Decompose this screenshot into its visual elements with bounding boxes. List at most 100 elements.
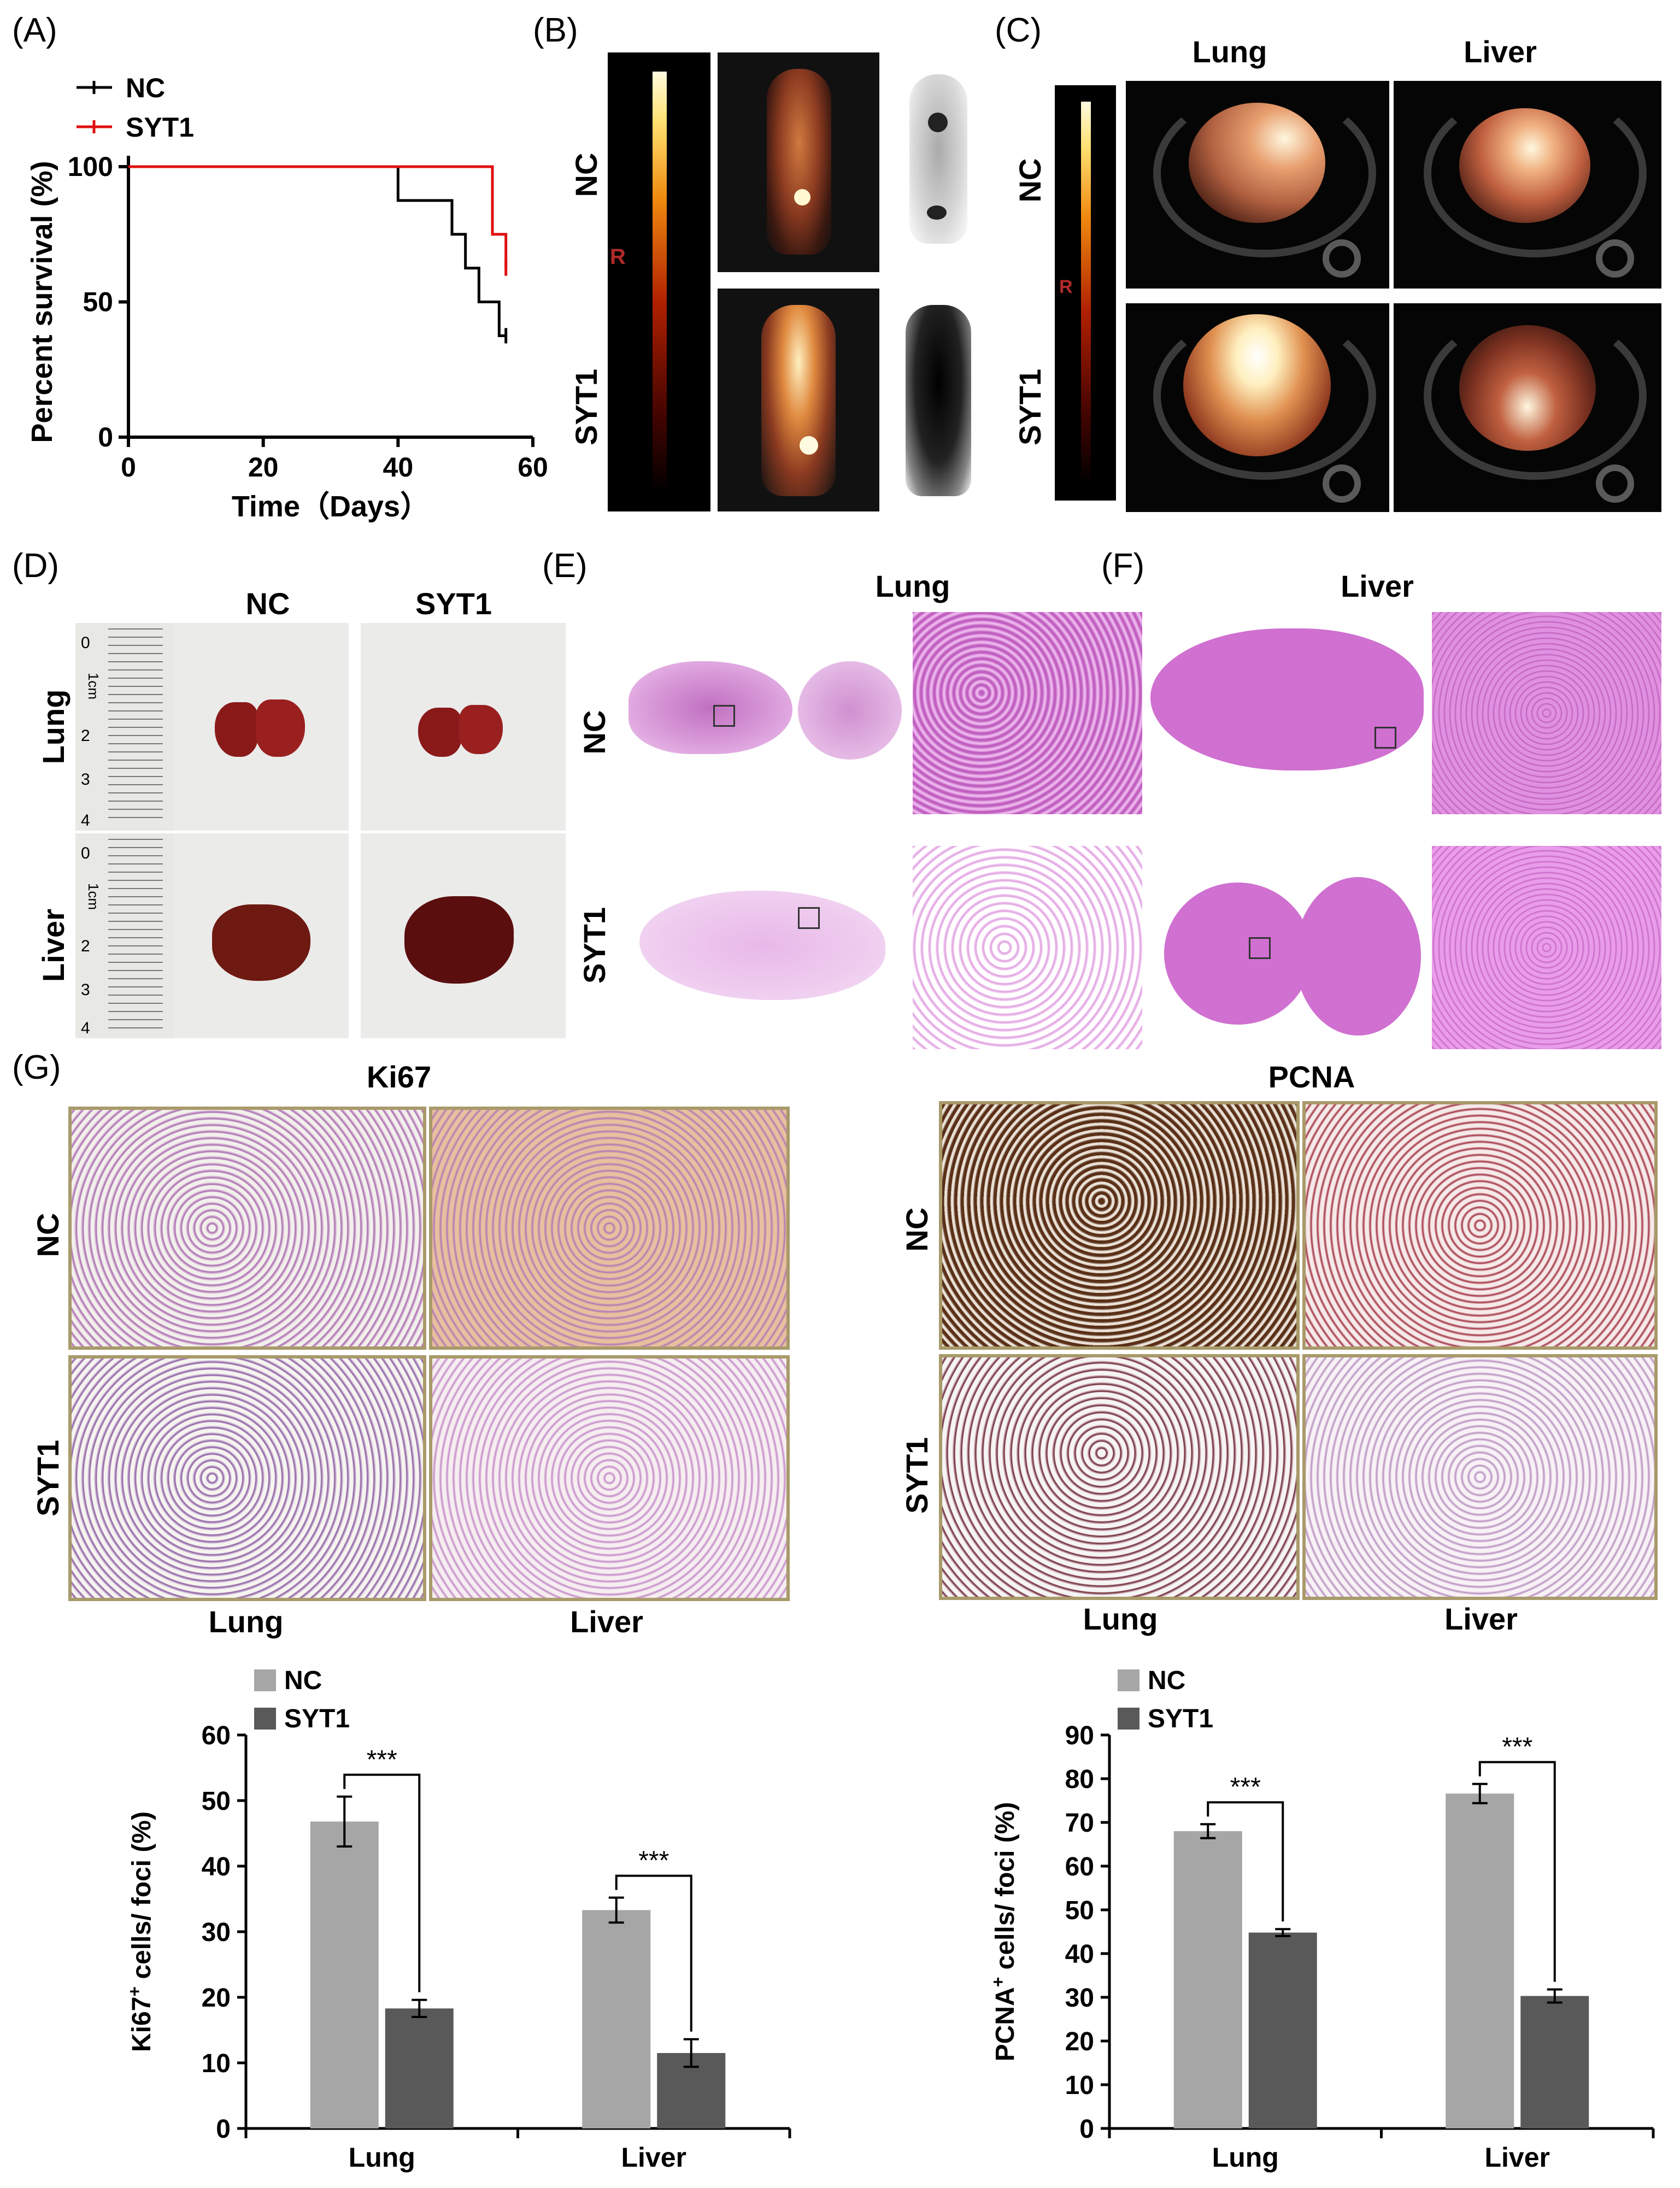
ruler-tick-3: 3 — [81, 770, 90, 789]
row-label-g-pcna-nc: NC — [900, 1207, 934, 1252]
he-lung-low-nc — [623, 612, 907, 776]
ki67-bar-chart: 0 10 20 30 40 50 60 Ki67+ cells/ foci (%) NC SYT1… — [125, 1666, 791, 2173]
significance-bracket-lung — [343, 1773, 421, 1992]
col-footer-pcna-liver: Liver — [1444, 1602, 1518, 1636]
col-header-d-syt1: SYT1 — [415, 586, 492, 621]
panel-label-f: (F) — [1101, 547, 1145, 585]
ruler-liver: 0 1cm 2 3 4 — [75, 833, 174, 1038]
y-tick-label-9: 90 — [1065, 1721, 1094, 1750]
x-tick-label-2: 40 — [383, 452, 414, 483]
panel-label-d: (D) — [12, 547, 60, 585]
legend-swatch-nc — [1118, 1669, 1139, 1691]
ruler-tick-0: 0 — [81, 844, 90, 862]
photo-lung-nc — [174, 623, 349, 831]
col-header-e-lung: Lung — [875, 569, 950, 603]
y-tick-label-6: 60 — [1065, 1852, 1094, 1881]
significance-bracket-liver — [1478, 1761, 1556, 1982]
he-liver-high-nc — [1432, 612, 1661, 814]
legend-label-syt1: SYT1 — [284, 1704, 350, 1733]
col-header-c-lung: Lung — [1192, 34, 1267, 69]
y-tick-label-4: 40 — [202, 1852, 231, 1881]
row-label-g-pcna-syt1: SYT1 — [900, 1437, 934, 1514]
pcna-bar-chart: 0 10 20 30 40 50 60 70 80 90 PCNA+ cells/ foci (%)… — [988, 1666, 1655, 2173]
panel-label-a: (A) — [12, 11, 57, 49]
x-axis-label: Time（Days） — [232, 490, 430, 523]
ruler-tick-3: 3 — [81, 981, 90, 999]
ruler-unit: 1cm — [85, 672, 102, 700]
y-axis-label: Ki67+ cells/ foci (%) — [125, 1811, 156, 2052]
significance-bracket-lung — [1207, 1801, 1284, 1922]
row-label-d-lung: Lung — [36, 689, 71, 764]
ruler-tick-2: 2 — [81, 937, 90, 955]
ihc-ki67-lung-nc — [68, 1107, 426, 1350]
y-tick-label-8: 80 — [1065, 1765, 1094, 1794]
ruler-tick-4: 4 — [81, 1019, 90, 1037]
survival-line-syt1 — [128, 165, 508, 268]
orientation-mark: R — [610, 245, 626, 269]
legend-label-syt1: SYT1 — [1148, 1704, 1213, 1733]
col-footer-ki67-lung: Lung — [208, 1604, 284, 1639]
row-label-c-nc: NC — [1013, 158, 1047, 203]
x-tick-label-0: 0 — [121, 452, 136, 483]
bar-syt1-lung — [1248, 1932, 1317, 2128]
bar-nc-liver — [1446, 1793, 1514, 2128]
pet-body-color-nc — [718, 52, 879, 272]
he-liver-low-syt1 — [1164, 872, 1426, 1041]
row-label-b-syt1: SYT1 — [569, 368, 603, 446]
y-tick-label-6: 60 — [202, 1721, 231, 1750]
y-tick-label-2: 20 — [1065, 2027, 1094, 2056]
y-tick-label-1: 50 — [83, 287, 113, 317]
pet-body-color-syt1 — [718, 289, 879, 511]
photo-liver-nc — [174, 833, 349, 1038]
pet-colorbar-c: R — [1055, 85, 1116, 501]
panel-label-g: (G) — [12, 1049, 61, 1086]
pet-colorbar-b: R — [608, 52, 710, 511]
row-label-d-liver: Liver — [36, 909, 71, 982]
significance-label-liver: *** — [1502, 1733, 1532, 1762]
panel-label-c: (C) — [995, 11, 1042, 49]
y-tick-label-3: 30 — [202, 1918, 231, 1947]
legend-swatch-syt1 — [254, 1708, 276, 1730]
pet-slice-lung-syt1 — [1126, 303, 1389, 512]
y-tick-label-0: 0 — [98, 422, 113, 452]
survival-chart: 0 20 40 60 0 50 100 Time（Days） Percent survival … — [26, 73, 548, 523]
y-tick-label-2: 20 — [202, 1984, 231, 2013]
ihc-ki67-liver-nc — [429, 1107, 790, 1350]
photo-liver-syt1 — [361, 833, 566, 1038]
legend-swatch-syt1 — [1118, 1708, 1139, 1730]
pet-slice-lung-nc — [1126, 81, 1389, 289]
pet-slice-liver-syt1 — [1394, 303, 1661, 512]
stain-header-ki67: Ki67 — [366, 1060, 432, 1094]
he-liver-low-nc — [1145, 617, 1429, 781]
pet-slice-liver-nc — [1394, 81, 1661, 289]
y-axis-label: Percent survival (%) — [26, 161, 58, 443]
col-header-c-liver: Liver — [1464, 34, 1537, 69]
row-label-g-ki67-nc: NC — [31, 1213, 65, 1257]
legend-label-nc: NC — [126, 73, 165, 103]
ihc-pcna-lung-syt1 — [939, 1354, 1300, 1600]
ruler-tick-2: 2 — [81, 727, 90, 745]
significance-label-liver: *** — [638, 1846, 669, 1875]
legend-label-nc: NC — [1148, 1666, 1185, 1695]
panel-label-e: (E) — [542, 547, 588, 585]
ihc-pcna-liver-nc — [1302, 1101, 1658, 1350]
significance-bracket-liver — [615, 1874, 692, 2032]
legend-label-syt1: SYT1 — [126, 112, 194, 143]
y-tick-label-1: 10 — [202, 2049, 231, 2078]
col-footer-pcna-lung: Lung — [1083, 1602, 1158, 1636]
bar-nc-lung — [310, 1821, 379, 2128]
row-label-e-syt1: SYT1 — [577, 907, 612, 984]
he-lung-high-syt1 — [913, 846, 1142, 1049]
legend-label-nc: NC — [284, 1666, 322, 1695]
bar-nc-liver — [582, 1910, 651, 2128]
y-tick-label-0: 0 — [216, 2115, 231, 2144]
y-tick-label-4: 40 — [1065, 1940, 1094, 1969]
legend-swatch-nc — [254, 1669, 276, 1691]
x-category-label-lung: Lung — [349, 2142, 415, 2173]
bar-nc-lung — [1173, 1831, 1242, 2128]
stain-header-pcna: PCNA — [1268, 1060, 1355, 1094]
row-label-e-nc: NC — [577, 710, 612, 755]
x-tick-label-3: 60 — [518, 452, 548, 483]
y-tick-label-3: 30 — [1065, 1984, 1094, 2013]
x-category-label-liver: Liver — [1484, 2142, 1550, 2173]
